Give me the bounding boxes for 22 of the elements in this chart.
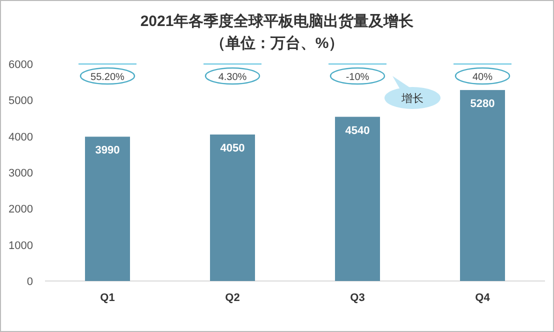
y-tick-label: 4000 (8, 131, 33, 144)
data-label: 5280 (470, 98, 495, 110)
x-tick-label: Q3 (350, 292, 365, 304)
x-tick-label: Q4 (475, 292, 491, 304)
y-tick-label: 6000 (8, 59, 33, 71)
annotation: 40% (472, 72, 493, 83)
data-label: 4050 (220, 142, 245, 155)
x-tick-label: Q2 (225, 292, 240, 304)
annotation: 增长 (400, 92, 424, 105)
y-tick-label: 1000 (8, 240, 33, 252)
chart-title: 2021年各季度全球平板电脑出货量及增长 (140, 12, 415, 30)
annotation: 4.30% (218, 72, 247, 83)
y-tick-label: 0 (26, 276, 33, 288)
chart-subtitle: （单位：万台、%） (210, 35, 344, 52)
y-tick-label: 2000 (8, 204, 33, 216)
data-label: 3990 (95, 144, 120, 157)
data-label: 4540 (345, 124, 370, 137)
y-tick-label: 3000 (8, 168, 33, 180)
y-tick-label: 5000 (8, 95, 33, 108)
annotation: -10% (346, 72, 370, 83)
annotation: 55.20% (90, 72, 125, 83)
x-tick-label: Q1 (100, 292, 115, 304)
